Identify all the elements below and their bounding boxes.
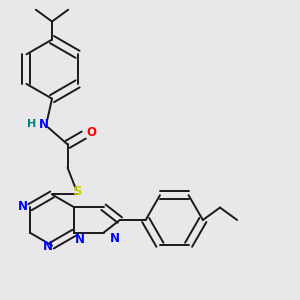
Text: N: N (43, 240, 53, 253)
Text: N: N (39, 118, 49, 131)
Text: O: O (86, 126, 96, 139)
Text: N: N (18, 200, 28, 213)
Text: H: H (27, 119, 36, 129)
Text: N: N (110, 232, 119, 245)
Text: N: N (75, 233, 85, 246)
Text: S: S (73, 185, 82, 198)
